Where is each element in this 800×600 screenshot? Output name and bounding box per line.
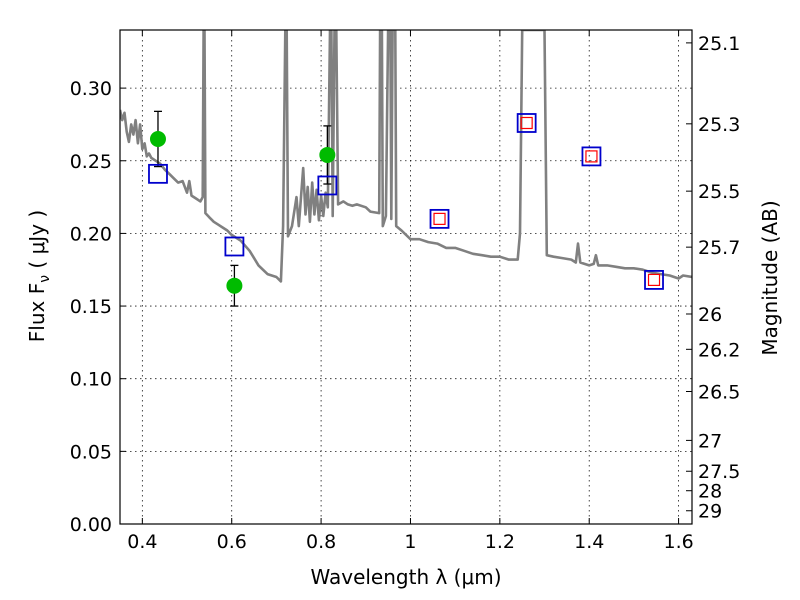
y2-tick-label: 29 [698, 501, 722, 523]
y2-tick-label: 25.3 [698, 114, 740, 136]
y-axis-title-subscript: ν [37, 275, 53, 283]
ticks: 0.4 0.6 0.8 1 1.2 1.4 1.6 0.00 0.05 0.10 0.15 0.20 0… [70, 30, 740, 553]
upper-flux-square [585, 150, 598, 163]
model-flux-square [148, 163, 168, 184]
model-flux-square [516, 113, 537, 133]
y2-tick-label: 27.5 [698, 461, 740, 483]
upper-flux-square [520, 116, 533, 130]
x-tick-label: 0.8 [306, 531, 336, 553]
model-flux-square [317, 175, 338, 196]
y-axis-title: Flux Fν ( μJy ) [25, 210, 53, 342]
plot-area [120, 30, 692, 307]
x-tick-label: 0.6 [217, 531, 247, 553]
model-spectrum-line [120, 30, 692, 283]
observed-flux-point [319, 146, 336, 163]
x-tick-label: 0.4 [127, 531, 157, 553]
y2-tick-label: 27 [698, 430, 722, 452]
y2-axis-title: Magnitude (AB) [758, 200, 782, 355]
y-axis-title-main: Flux F [25, 283, 49, 342]
y-tick-label: 0.10 [70, 369, 112, 391]
y-tick-label: 0.25 [70, 151, 112, 173]
upper-flux-square [647, 273, 661, 287]
y2-tick-label: 28 [698, 481, 722, 503]
x-tick-label: 1.4 [574, 531, 604, 553]
x-tick-label: 1.2 [485, 531, 515, 553]
observed-flux-point [226, 277, 243, 294]
observed-flux-point [149, 130, 166, 147]
y-tick-label: 0.00 [70, 514, 112, 536]
x-axis-title: Wavelength λ (μm) [310, 565, 501, 589]
x-tick-label: 1.6 [663, 531, 693, 553]
model-flux-square [581, 146, 602, 167]
plot-frame [119, 29, 693, 525]
y2-tick-label: 25.7 [698, 237, 740, 259]
upper-flux-square [433, 212, 446, 225]
y2-tick-label: 25.1 [698, 33, 740, 55]
y-tick-label: 0.20 [70, 223, 112, 245]
y2-tick-label: 26.5 [698, 381, 740, 403]
y2-tick-label: 25.5 [698, 181, 740, 203]
x-tick-label: 1 [404, 531, 416, 553]
model-flux-square [224, 236, 245, 257]
y2-tick-label: 26.2 [698, 339, 740, 361]
model-flux-square [644, 270, 664, 290]
y2-tick-label: 26 [698, 304, 722, 326]
y-tick-label: 0.30 [70, 78, 112, 100]
model-flux-square [429, 208, 450, 229]
y-tick-label: 0.15 [70, 296, 112, 318]
y-axis-title-unit: ( μJy ) [25, 210, 49, 275]
y-tick-label: 0.05 [70, 441, 112, 463]
